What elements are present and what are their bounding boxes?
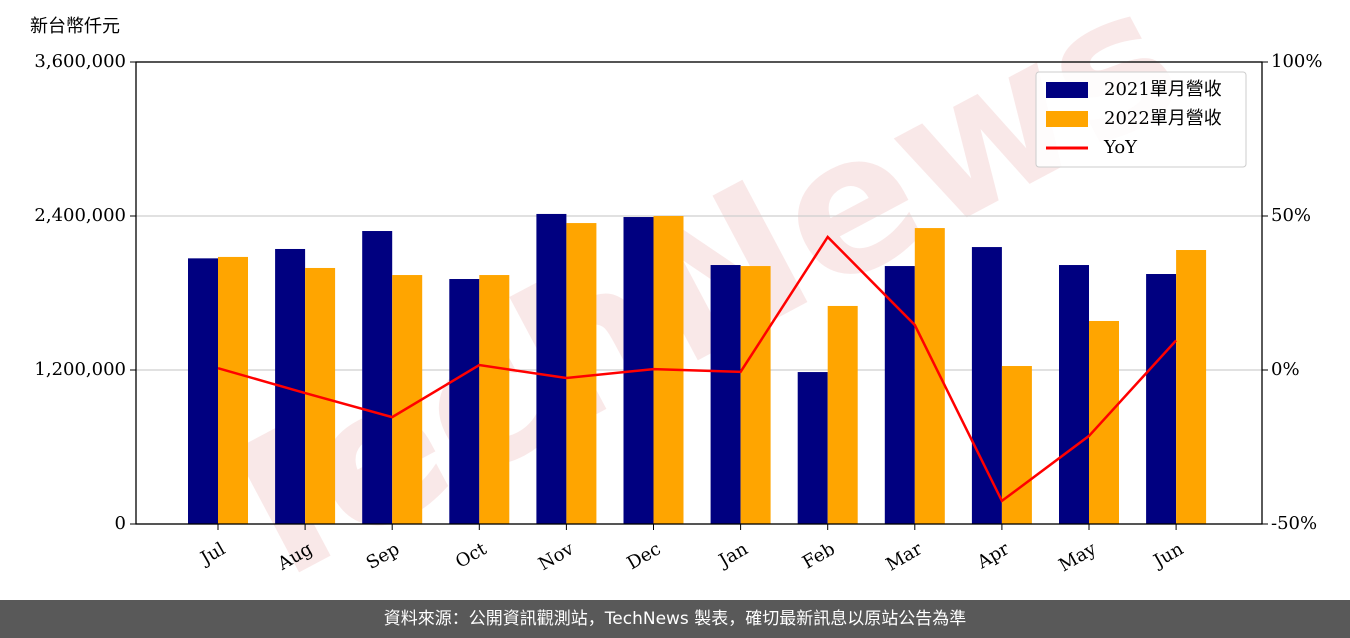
- bar: [479, 275, 510, 524]
- x-tick-label: Jun: [1149, 538, 1188, 573]
- bar: [884, 266, 915, 524]
- bar: [449, 279, 480, 524]
- footer: 資料來源：公開資訊觀測站，TechNews 製表，確切最新訊息以原站公告為準: [0, 600, 1350, 638]
- legend-label: 2021單月營收: [1104, 79, 1222, 100]
- y-axis-label: 新台幣仟元: [30, 16, 120, 37]
- y2-tick-label: 100%: [1271, 51, 1322, 72]
- x-tick-label: Nov: [535, 538, 578, 575]
- x-tick-label: Dec: [624, 538, 665, 574]
- x-tick-label: Jan: [714, 538, 752, 572]
- legend-swatch: [1046, 82, 1088, 98]
- bar: [536, 213, 567, 525]
- plot-frame: [135, 61, 1263, 525]
- bar: [1059, 265, 1089, 524]
- chart: 新台幣仟元 TechNews 01,200,0002,400,0003,600,…: [30, 0, 1322, 634]
- legend: 2021單月營收 2022單月營收 YoY: [1035, 71, 1247, 168]
- y-tick-label: 3,600,000: [34, 51, 126, 72]
- legend-label: YoY: [1103, 137, 1138, 158]
- line: [217, 234, 1178, 503]
- bar: [218, 256, 248, 524]
- y-tick-label: 2,400,000: [34, 205, 126, 226]
- bar: [1089, 320, 1119, 524]
- bar: [392, 275, 423, 524]
- bar: [740, 266, 771, 524]
- legend-label: 2022單月營收: [1104, 108, 1222, 129]
- y2-tick-label: 50%: [1271, 205, 1311, 226]
- x-tick-label: Oct: [452, 538, 491, 573]
- x-tick-label: Jul: [195, 538, 229, 570]
- bar: [971, 247, 1002, 524]
- x-tick-label: Mar: [883, 538, 927, 575]
- bar: [1001, 366, 1032, 524]
- bar: [362, 231, 393, 524]
- x-tick-label: May: [1055, 538, 1100, 576]
- x-tick-label: Feb: [799, 538, 839, 573]
- y-tick-label: 0: [115, 513, 126, 534]
- legend-swatch: [1046, 111, 1088, 127]
- bar: [1176, 250, 1207, 524]
- y-tick-label: 1,200,000: [34, 359, 126, 380]
- y2-tick-label: -50%: [1271, 513, 1317, 534]
- bar: [797, 372, 828, 524]
- bar: [710, 265, 741, 524]
- y2-tick-label: 0%: [1271, 359, 1300, 380]
- legend-box: [1035, 71, 1247, 168]
- bar: [827, 305, 858, 524]
- bar: [566, 223, 597, 524]
- x-tick-label: Apr: [973, 538, 1013, 573]
- bar: [1146, 274, 1177, 524]
- bar: [188, 258, 218, 524]
